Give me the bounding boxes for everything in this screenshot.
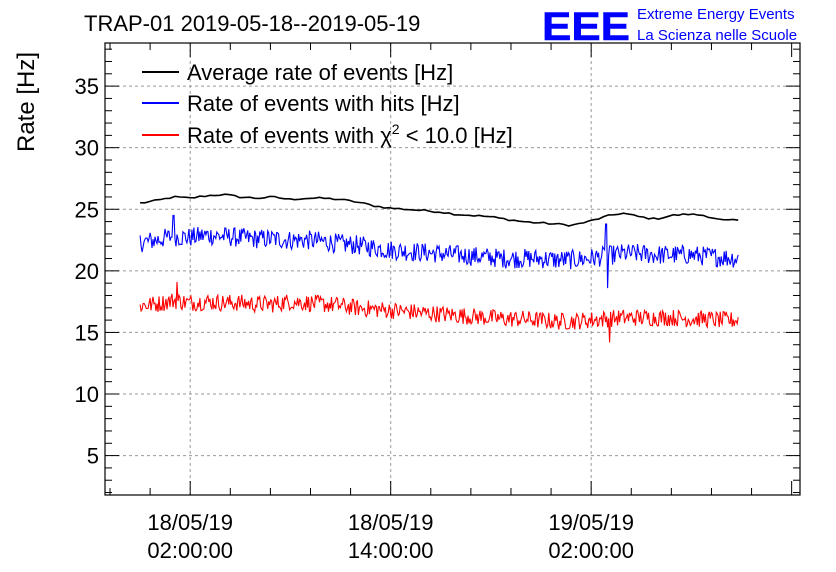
logo-line2: La Scienza nelle Scuole — [637, 27, 797, 44]
series-line-1 — [139, 214, 739, 289]
legend: Average rate of events [Hz] Rate of even… — [142, 60, 513, 148]
y-tick-label: 35 — [75, 74, 99, 99]
x-tick-label-date: 18/05/19 — [147, 510, 233, 535]
x-tick-label-date: 19/05/19 — [548, 510, 634, 535]
legend-label-chi2: Rate of events with χ2 < 10.0 [Hz] — [187, 121, 513, 148]
eee-logo: EEE Extreme Energy Events La Scienza nel… — [542, 5, 797, 50]
chart-title: TRAP-01 2019-05-18--2019-05-19 — [84, 11, 420, 36]
series-line-2 — [139, 281, 739, 343]
x-tick-label-time: 02:00:00 — [147, 538, 233, 563]
x-tick-label-time: 02:00:00 — [548, 538, 634, 563]
logo-line1: Extreme Energy Events — [637, 6, 795, 23]
logo-letters: EEE — [542, 5, 630, 49]
y-tick-label: 15 — [75, 320, 99, 345]
plot-frame — [104, 42, 801, 496]
series-layer — [139, 193, 739, 343]
y-tick-label: 30 — [75, 136, 99, 161]
grid — [105, 43, 800, 495]
y-tick-label: 5 — [87, 444, 99, 469]
legend-label-hits: Rate of events with hits [Hz] — [187, 91, 460, 116]
axes-frame — [104, 42, 801, 496]
y-tick-label: 25 — [75, 197, 99, 222]
y-axis-label: Rate [Hz] — [13, 52, 40, 152]
y-tick-labels: 5 10 15 20 25 30 35 — [75, 74, 99, 468]
x-tick-labels: 18/05/19 02:00:00 18/05/19 14:00:00 19/05/19… — [147, 510, 634, 563]
x-tick-label-date: 18/05/19 — [348, 510, 434, 535]
legend-label-average: Average rate of events [Hz] — [187, 60, 453, 85]
y-tick-label: 20 — [75, 259, 99, 284]
series-line-0 — [140, 193, 739, 227]
x-tick-label-time: 14:00:00 — [348, 538, 434, 563]
y-tick-label: 10 — [75, 382, 99, 407]
